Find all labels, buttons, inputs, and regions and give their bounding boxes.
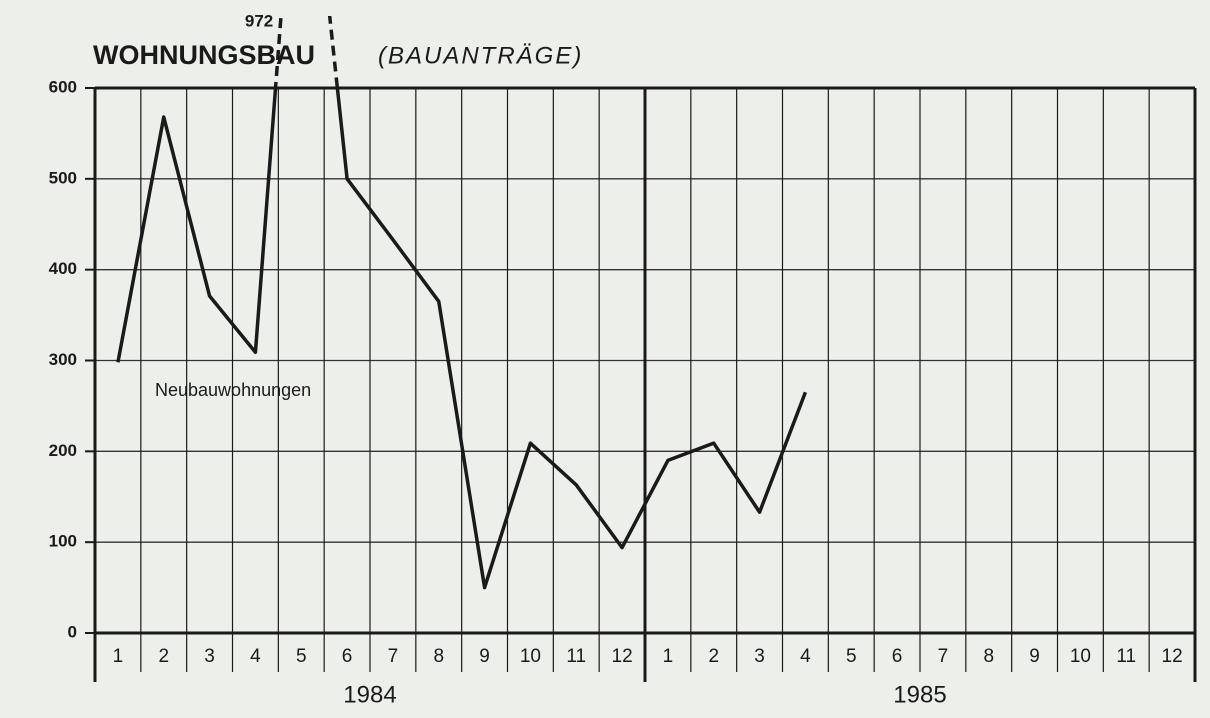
chart-subtitle: (BAUANTRÄGE) [378,42,583,69]
x-tick-label: 5 [846,646,857,667]
y-tick-label: 200 [49,441,77,460]
x-tick-label: 7 [388,646,399,667]
chart-title: WOHNUNGSBAU [93,40,315,70]
x-tick-label: 9 [1029,646,1040,667]
x-tick-label: 12 [1162,646,1183,667]
x-tick-label: 7 [938,646,949,667]
x-tick-label: 11 [1116,646,1136,667]
x-tick-label: 3 [754,646,765,667]
x-tick-label: 11 [566,646,586,667]
y-tick-label: 0 [68,622,77,641]
x-tick-label: 4 [250,646,261,667]
x-tick-label: 2 [158,646,169,667]
x-tick-label: 12 [612,646,633,667]
y-tick-label: 300 [49,350,77,369]
y-tick-label: 100 [49,532,77,551]
x-tick-label: 1 [113,646,124,667]
overflow-value-label: 972 [245,11,273,30]
x-tick-label: 9 [479,646,490,667]
x-tick-label: 6 [892,646,903,667]
x-tick-label: 8 [433,646,444,667]
y-tick-label: 600 [49,77,77,96]
x-tick-label: 3 [204,646,215,667]
y-tick-label: 500 [49,168,77,187]
x-tick-label: 4 [800,646,811,667]
x-tick-label: 6 [342,646,353,667]
y-tick-label: 400 [49,259,77,278]
x-tick-label: 1 [663,646,674,667]
x-tick-label: 10 [520,646,541,667]
group-label: 1985 [893,681,946,708]
x-tick-label: 8 [983,646,994,667]
x-tick-label: 2 [708,646,719,667]
x-tick-label: 10 [1070,646,1091,667]
group-label: 1984 [343,681,396,708]
x-tick-label: 5 [296,646,307,667]
line [116,88,808,590]
